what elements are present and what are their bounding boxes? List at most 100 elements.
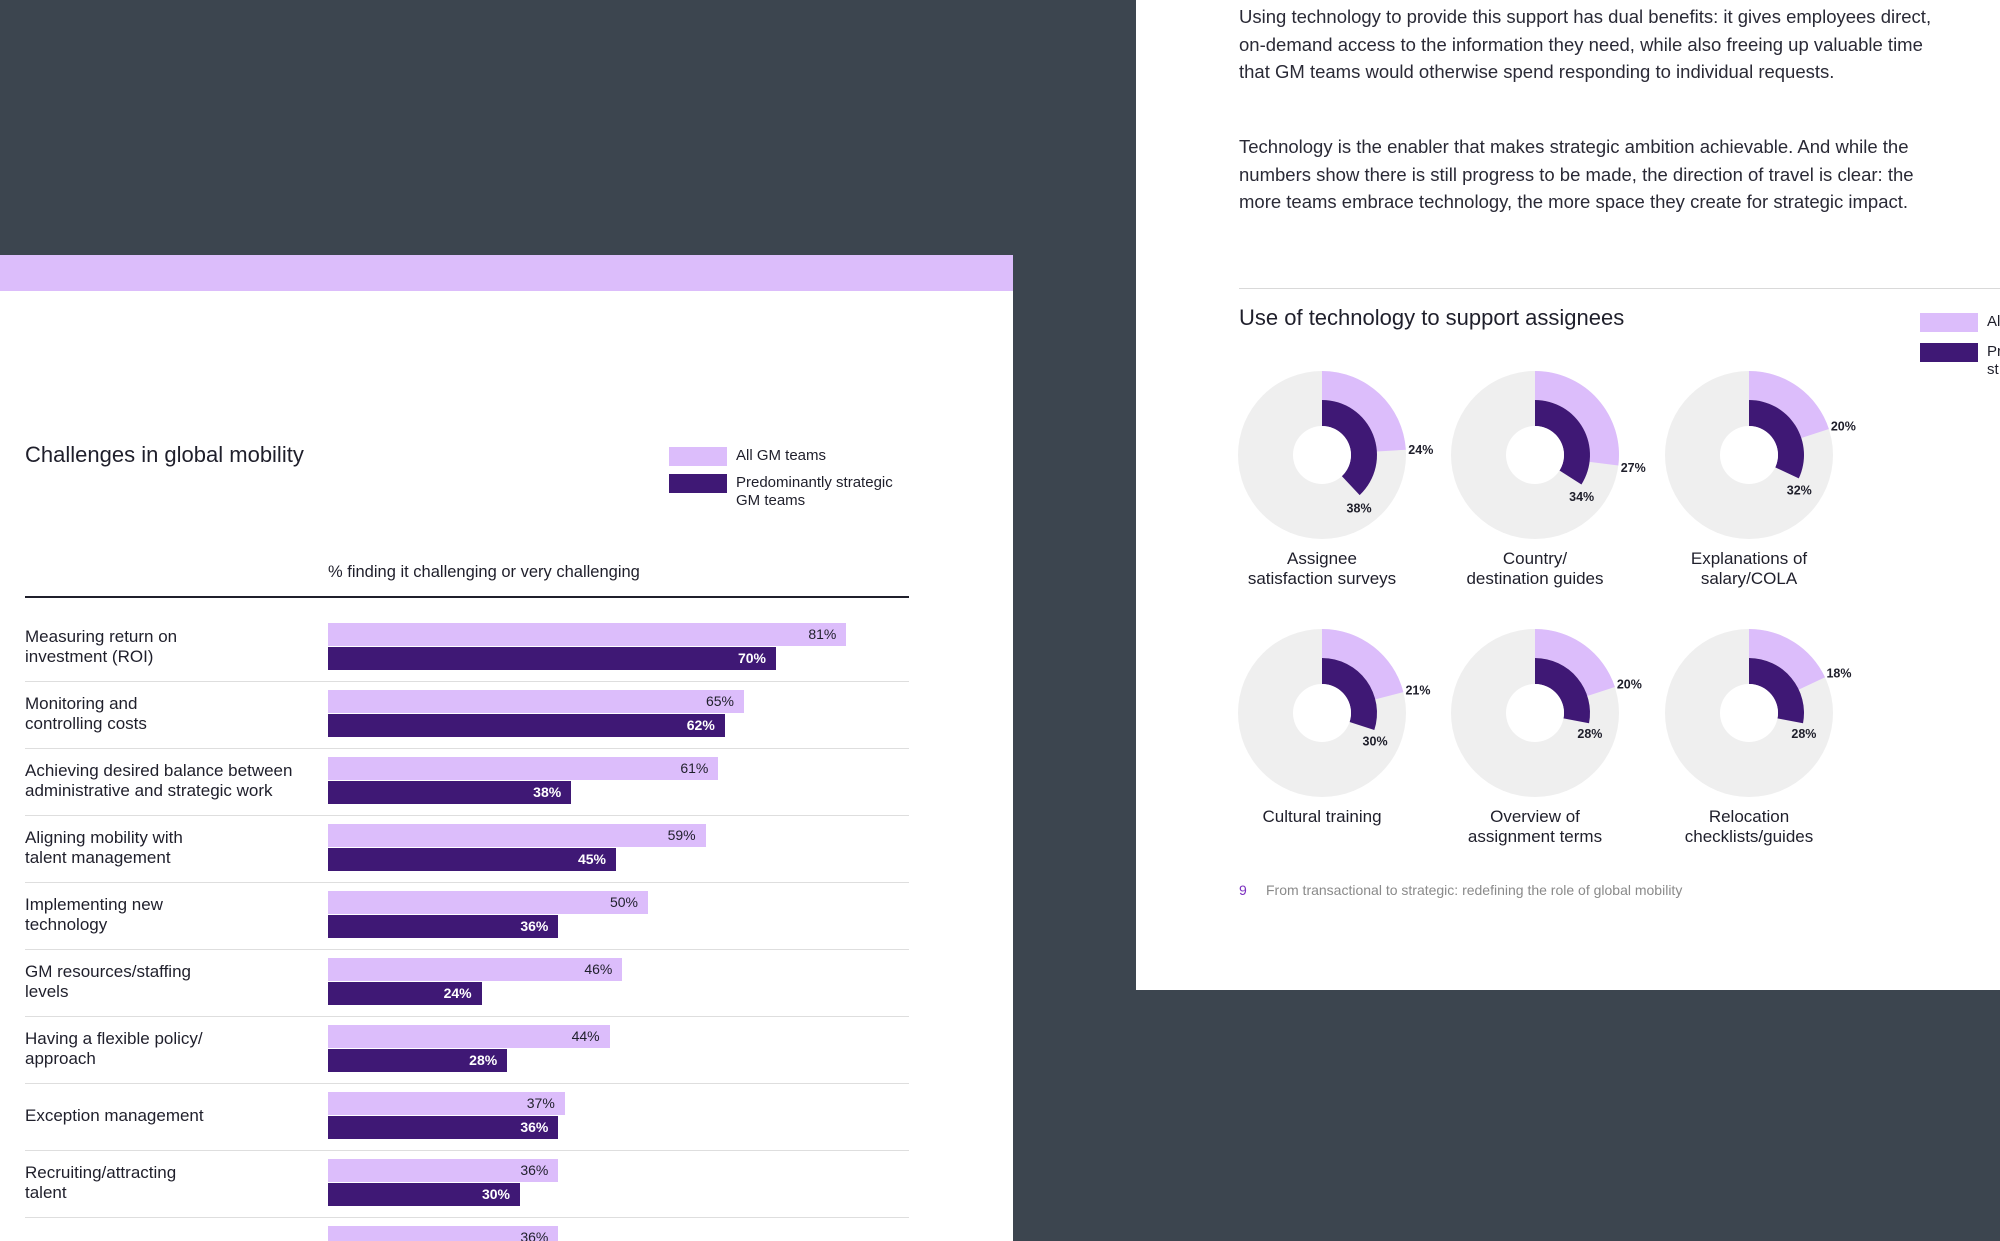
right-page: Using technology to provide this support… — [1136, 0, 2000, 990]
donut-value-strategic-gm: 28% — [1577, 727, 1602, 741]
donut-hole — [1506, 684, 1564, 742]
donut-hole — [1506, 426, 1564, 484]
legend-label-all: All GM teams — [736, 447, 827, 464]
donut-svg: 24% 38% 27% 34% 20% 32% 21% 30% 20% 28% 18% 28% — [1238, 371, 1856, 797]
donut-slice-strategic-gm — [1535, 658, 1590, 724]
bar-all-gm — [328, 958, 623, 981]
bar-strategic-gm — [328, 915, 559, 938]
bar-value-strategic-gm: 24% — [443, 985, 472, 1001]
donut-slice-all-gm — [1322, 629, 1404, 700]
body-paragraph-1: Using technology to provide this support… — [1239, 6, 1932, 82]
legend-label-strategic-line1: Predominantly strategic — [736, 474, 893, 491]
row-label-text: Achieving desired balance between adminis… — [25, 761, 292, 801]
row-label-line: Exception management — [25, 1106, 204, 1125]
donut-value-strategic-gm: 38% — [1347, 502, 1372, 516]
bar-strategic-gm — [328, 781, 572, 804]
bar-value-all-gm: 37% — [526, 1095, 555, 1111]
donut-slice-strategic-gm — [1749, 657, 1804, 724]
donut-slice-all-gm — [1322, 371, 1406, 452]
row-label: Measuring return on investment (ROI) — [25, 625, 325, 669]
donut-slice-all-gm — [1749, 629, 1826, 690]
row-label-line: technology — [25, 915, 108, 934]
donut-caption-line: Overview of — [1490, 807, 1580, 826]
donut-caption: Overview of assignment terms — [1425, 807, 1645, 847]
row-label: Having a flexible policy/approach — [25, 1027, 325, 1071]
donut-caption-line: assignment terms — [1467, 827, 1603, 846]
bar-chart-top-rule — [25, 596, 909, 598]
row-label-text: Measuring return on investment (ROI) — [25, 627, 177, 667]
row-label-line: Implementing new — [25, 895, 163, 914]
donut-caption-line: satisfaction surveys — [1247, 569, 1397, 588]
row-label-line: Measuring return on — [25, 627, 178, 646]
bar-value-all-gm: 65% — [705, 693, 734, 709]
row-label-line: Monitoring and — [25, 694, 138, 713]
donut-slice-all-gm — [1535, 371, 1619, 466]
bar-value-strategic-gm: 62% — [686, 717, 715, 733]
donut-value-all-gm: 18% — [1826, 667, 1851, 681]
donut-hole — [1720, 684, 1778, 742]
donut-hole — [1720, 426, 1778, 484]
bar-value-strategic-gm: 70% — [737, 650, 766, 666]
donut-slice-strategic-gm — [1322, 658, 1377, 730]
bar-all-gm — [328, 623, 847, 646]
bar-strategic-gm — [328, 1183, 520, 1206]
donut-legend-label-all: Al — [1987, 313, 2000, 330]
row-label-line: administrative and strategic work — [25, 781, 273, 800]
row-label-line: Having a flexible policy/ — [25, 1029, 203, 1048]
row-separator — [25, 1217, 909, 1218]
bar-value-strategic-gm: 28% — [469, 1052, 498, 1068]
donut-caption: Relocation checklists/guides — [1639, 807, 1859, 847]
row-label-text: Aligning mobility with talent management — [25, 828, 183, 868]
donut-hole — [1293, 426, 1351, 484]
bar-all-gm — [328, 690, 744, 713]
donut-value-strategic-gm: 28% — [1791, 727, 1816, 741]
donut-slice-all-gm — [1749, 371, 1829, 439]
row-label-text: Implementing new technology — [25, 895, 163, 935]
donut-slice-strategic-gm — [1322, 400, 1377, 496]
bar-all-gm — [328, 1092, 565, 1115]
donut-legend-swatch-strategic — [1920, 343, 1978, 362]
row-label: Implementing new technology — [25, 893, 325, 937]
bar-all-gm — [328, 891, 648, 914]
body-paragraph-2: Technology is the enabler that makes str… — [1239, 136, 1914, 212]
bar-all-gm — [328, 757, 719, 780]
bar-strategic-gm — [328, 848, 616, 871]
row-label: Ensuring a positive — [25, 1228, 325, 1241]
row-label-text: GM resources/staffing levels — [25, 962, 191, 1002]
bar-chart-column-header: % finding it challenging or very challen… — [328, 563, 640, 581]
donut-legend-label-strategic-line2: st — [1987, 361, 1999, 378]
donut-slice-strategic-gm — [1749, 400, 1804, 479]
donut-slice-strategic-gm — [1535, 400, 1590, 485]
donut-caption-line: salary/COLA — [1700, 569, 1798, 588]
donut-hole — [1293, 684, 1351, 742]
bar-strategic-gm — [328, 1049, 508, 1072]
row-label-line: talent — [25, 1183, 67, 1202]
donut-caption: Country/destination guides — [1425, 549, 1645, 589]
donut-value-strategic-gm: 32% — [1787, 484, 1812, 498]
row-label-line: approach — [25, 1049, 96, 1068]
section-divider — [1239, 288, 2000, 289]
bar-value-all-gm: 61% — [680, 760, 709, 776]
donut-caption-line: checklists/guides — [1684, 827, 1814, 846]
row-label-text: Exception management — [25, 1106, 204, 1126]
row-label-text: Monitoring and controlling costs — [25, 694, 147, 734]
row-separator — [25, 1016, 909, 1017]
donut-caption: Cultural training — [1212, 807, 1432, 827]
row-label-line: talent management — [25, 848, 171, 867]
bar-value-all-gm: 50% — [609, 894, 638, 910]
bar-value-strategic-gm: 45% — [577, 851, 606, 867]
row-label-text: Having a flexible policy/approach — [25, 1029, 203, 1069]
donut-legend-swatch-all — [1920, 313, 1978, 332]
bar-chart-title: Challenges in global mobility — [25, 442, 304, 467]
legend-label-strategic-line2: GM teams — [736, 492, 806, 509]
donut-value-strategic-gm: 30% — [1363, 735, 1388, 749]
bar-value-all-gm: 36% — [520, 1229, 549, 1241]
donut-caption-line: Relocation — [1708, 807, 1790, 826]
row-separator — [25, 1150, 909, 1151]
bar-value-strategic-gm: 36% — [520, 1119, 549, 1135]
row-label-line: Recruiting/attracting — [25, 1163, 177, 1182]
footer-title: From transactional to strategic: redefin… — [1266, 882, 1683, 898]
donut-value-all-gm: 20% — [1831, 420, 1856, 434]
donut-value-all-gm: 21% — [1405, 683, 1430, 697]
bar-all-gm — [328, 824, 706, 847]
